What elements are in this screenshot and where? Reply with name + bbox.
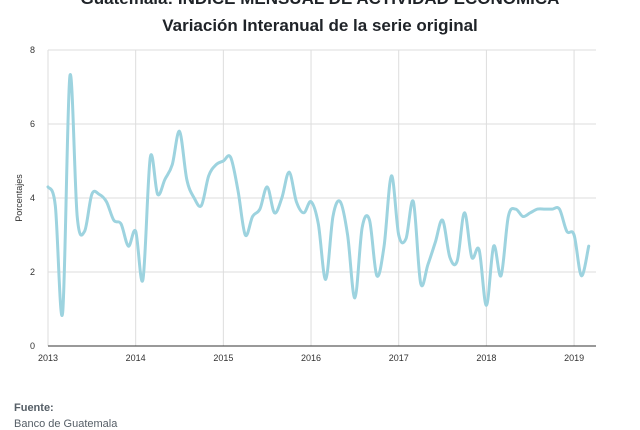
- y-axis-ticks: 0 2 4 6 8: [30, 45, 35, 351]
- x-tick-label: 2016: [301, 353, 321, 363]
- x-tick-label: 2017: [389, 353, 409, 363]
- series-line: [46, 73, 591, 317]
- footer-source-label: Fuente:: [14, 402, 54, 414]
- y-tick-label: 6: [30, 119, 35, 129]
- footer-source-text: Banco de Guatemala: [14, 418, 118, 430]
- x-tick-label: 2019: [564, 353, 584, 363]
- x-tick-label: 2013: [38, 353, 58, 363]
- x-tick-label: 2014: [126, 353, 146, 363]
- grid-lines: [47, 49, 596, 346]
- chart-title: Variación Interanual de la serie origina…: [162, 16, 478, 35]
- x-axis-ticks: 2013 2014 2015 2016 2017 2018 2019: [38, 353, 584, 363]
- y-tick-label: 4: [30, 193, 35, 203]
- x-tick-label: 2015: [213, 353, 233, 363]
- x-tick-label: 2018: [476, 353, 496, 363]
- y-tick-label: 8: [30, 45, 35, 55]
- y-axis-label: Porcentajes: [14, 174, 24, 222]
- chart-supertitle: Guatemala: ÍNDICE MENSUAL DE ACTIVIDAD E…: [0, 0, 640, 9]
- y-tick-label: 2: [30, 267, 35, 277]
- y-tick-label: 0: [30, 341, 35, 351]
